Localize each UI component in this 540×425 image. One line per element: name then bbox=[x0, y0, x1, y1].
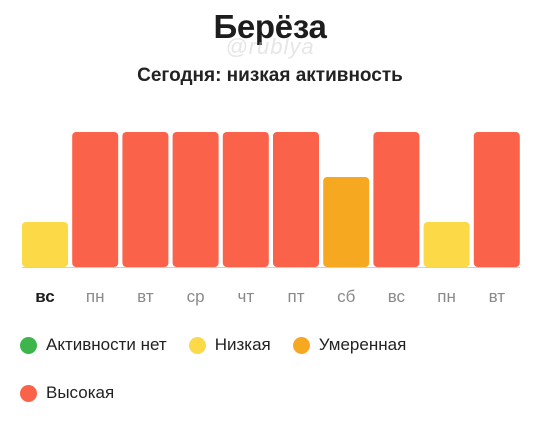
legend-label: Умеренная bbox=[318, 335, 407, 354]
legend-label: Активности нет bbox=[46, 335, 167, 354]
activity-bar bbox=[373, 132, 420, 267]
day-label: пт bbox=[288, 287, 305, 306]
legend-dot-green-icon bbox=[20, 336, 37, 354]
day-label: чт bbox=[237, 287, 254, 306]
day-label: ср bbox=[187, 287, 205, 306]
day-label: сб bbox=[337, 287, 356, 306]
legend-item-moderate: Умеренная bbox=[292, 335, 407, 355]
legend-item-low: Низкая bbox=[188, 335, 271, 355]
day-label: пн bbox=[86, 287, 105, 306]
activity-bar bbox=[122, 132, 169, 267]
day-label: пн bbox=[437, 287, 456, 306]
chart-legend: Активности нет Низкая Умеренная Высокая bbox=[20, 335, 530, 403]
activity-bar bbox=[72, 132, 119, 267]
activity-bar bbox=[172, 132, 219, 267]
activity-status: Сегодня: низкая активность bbox=[137, 65, 403, 86]
legend-item-none: Активности нет bbox=[20, 335, 167, 355]
activity-bar-chart: вс пн вт ср чт пт сб вс пн вт bbox=[22, 132, 520, 306]
legend-label: Низкая bbox=[214, 335, 271, 354]
day-label: вт bbox=[137, 287, 154, 306]
activity-bar bbox=[473, 132, 520, 267]
day-label: вт bbox=[489, 287, 506, 306]
legend-label: Высокая bbox=[46, 383, 115, 402]
activity-bar bbox=[423, 222, 470, 267]
day-label: вс bbox=[35, 287, 54, 306]
legend-dot-red-icon bbox=[20, 384, 37, 402]
activity-bar bbox=[323, 177, 370, 267]
legend-dot-yellow-icon bbox=[188, 336, 206, 354]
day-label: вс bbox=[388, 287, 406, 306]
watermark: @rublya bbox=[225, 34, 315, 59]
activity-bar bbox=[222, 132, 269, 267]
page-title: Берёза bbox=[213, 8, 327, 45]
legend-dot-orange-icon bbox=[292, 336, 310, 354]
activity-bar bbox=[273, 132, 319, 267]
legend-item-high: Высокая bbox=[20, 383, 114, 403]
activity-bar bbox=[22, 222, 68, 267]
